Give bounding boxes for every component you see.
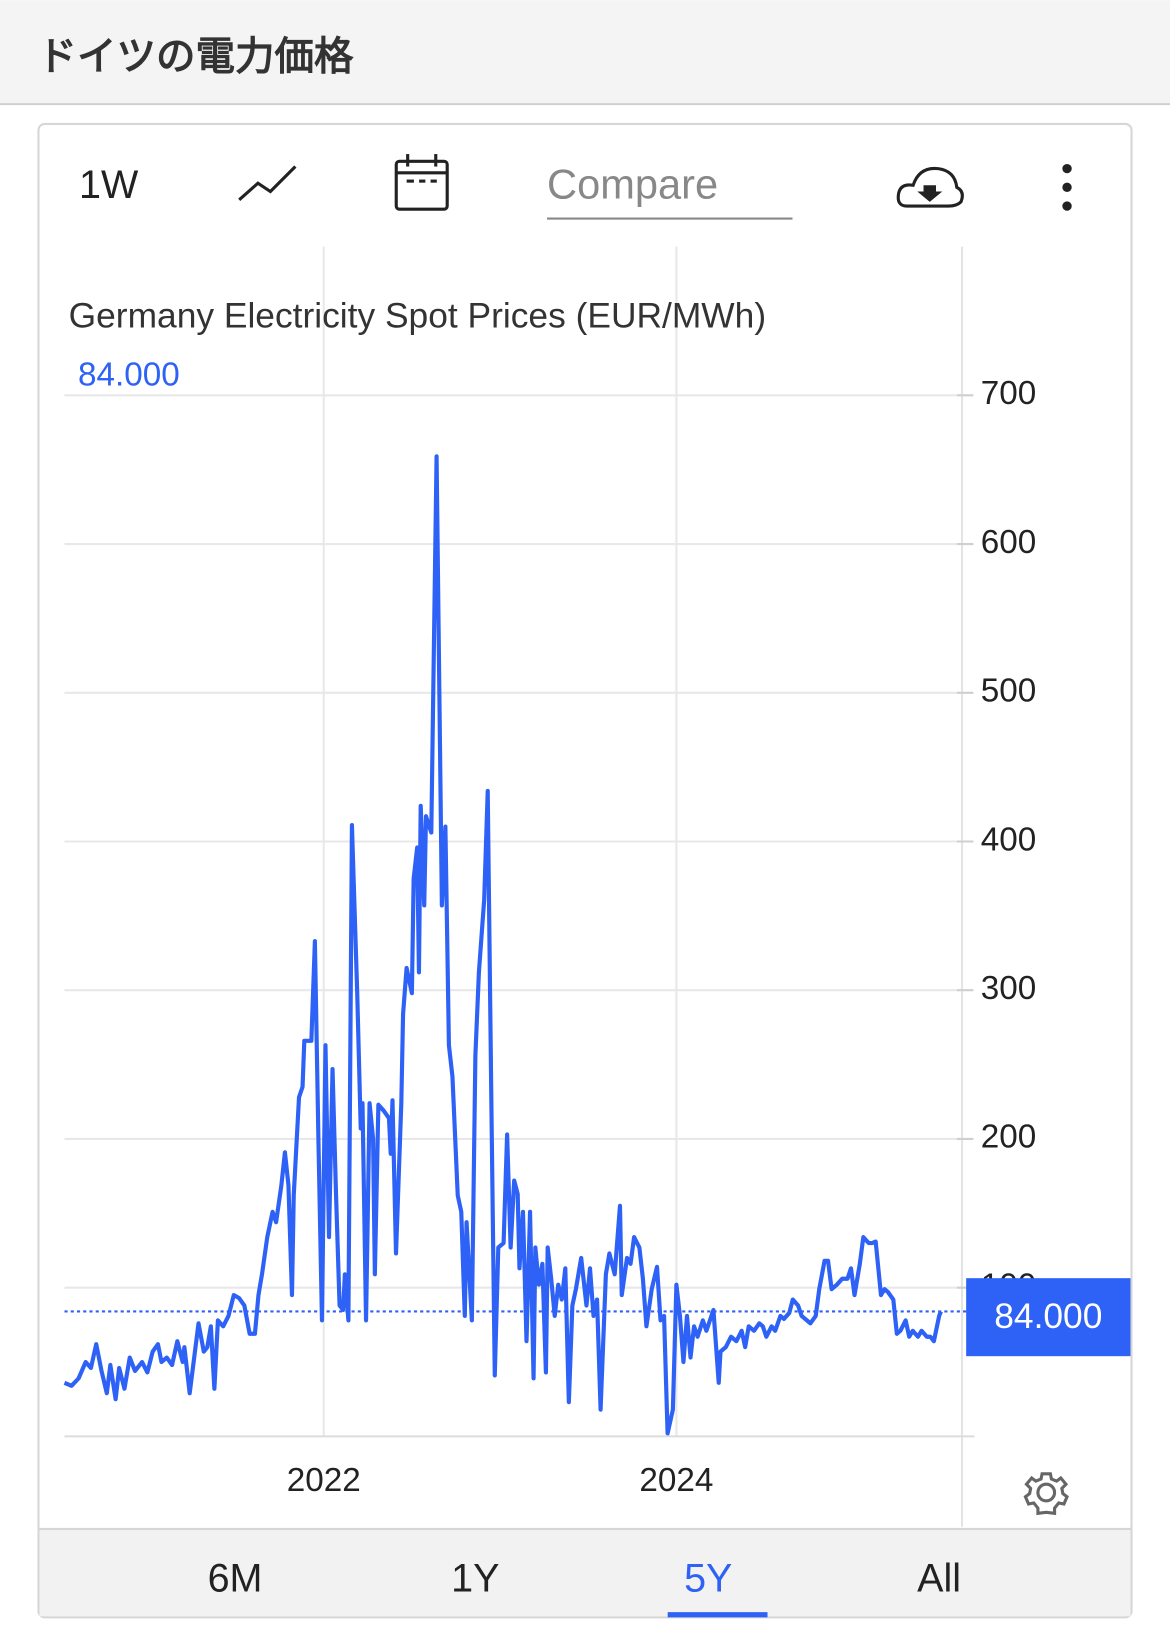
range-button[interactable]: 1Y (451, 1556, 499, 1600)
range-bar (39, 1529, 1131, 1617)
settings-icon[interactable] (1023, 1472, 1069, 1516)
last-value-label: 84.000 (994, 1297, 1102, 1336)
more-menu[interactable] (1062, 163, 1072, 211)
plot-area: 2022202410020030040050060070084.000 (63, 246, 1131, 1527)
interval-button[interactable]: 1W (79, 163, 139, 207)
current-value: 84.000 (78, 356, 180, 393)
range-button[interactable]: 6M (208, 1556, 263, 1600)
chart-type-icon[interactable] (238, 165, 297, 201)
x-tick-label: 2022 (287, 1462, 361, 1499)
range-underline (667, 1612, 768, 1618)
range-tabs: 6M 1Y 5Y All (208, 1556, 961, 1618)
y-tick-label: 600 (981, 524, 1037, 561)
x-tick-label: 2024 (639, 1462, 713, 1499)
calendar-icon[interactable] (394, 154, 449, 211)
chart-title: Germany Electricity Spot Prices (EUR/MWh… (69, 297, 767, 336)
range-button[interactable]: 5Y (684, 1556, 732, 1600)
y-tick-label: 300 (981, 970, 1037, 1007)
chart-card (37, 122, 1133, 1619)
page-title: ドイツの電力価格 (37, 35, 354, 79)
compare-input[interactable]: Compare (547, 160, 718, 207)
y-tick-label: 700 (981, 375, 1037, 412)
y-tick-label: 400 (981, 821, 1037, 858)
last-value-badge (966, 1278, 1131, 1357)
header-bg (0, 0, 1170, 104)
y-tick-label: 200 (981, 1119, 1037, 1156)
y-tick-label: 500 (981, 673, 1037, 710)
download-icon[interactable] (896, 166, 964, 208)
range-button[interactable]: All (917, 1556, 961, 1600)
